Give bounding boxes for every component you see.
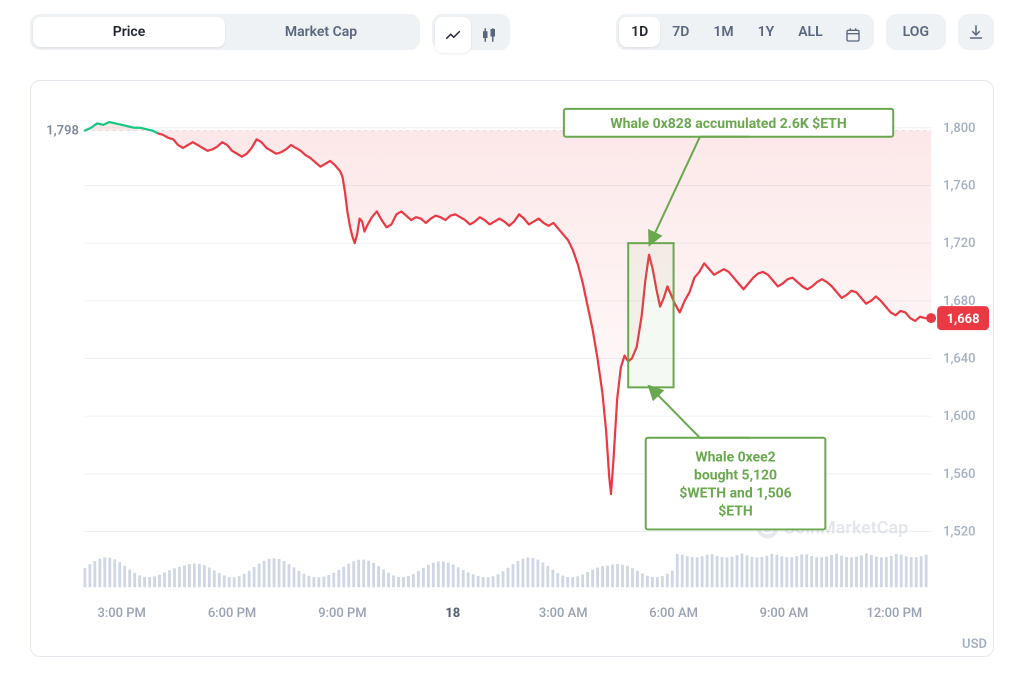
range-1D[interactable]: 1D: [619, 17, 660, 47]
chart-style-group: [432, 14, 510, 50]
candlestick-icon[interactable]: [471, 17, 507, 53]
svg-text:1,760: 1,760: [943, 178, 975, 193]
svg-text:9:00 PM: 9:00 PM: [318, 606, 366, 621]
range-7D[interactable]: 7D: [660, 17, 701, 47]
log-toggle[interactable]: LOG: [886, 14, 946, 50]
svg-text:$WETH and 1,506: $WETH and 1,506: [679, 485, 791, 502]
svg-text:Whale 0x828 accumulated 2.6K $: Whale 0x828 accumulated 2.6K $ETH: [610, 115, 846, 132]
svg-text:12:00 PM: 12:00 PM: [866, 606, 922, 621]
chart-toolbar: Price Market Cap 1D7D1M1YALL LOG: [30, 12, 994, 52]
svg-text:6:00 AM: 6:00 AM: [649, 606, 698, 621]
currency-label: USD: [962, 637, 987, 652]
svg-text:1,800: 1,800: [943, 121, 975, 136]
svg-text:6:00 PM: 6:00 PM: [208, 606, 256, 621]
svg-text:18: 18: [445, 606, 460, 621]
svg-text:1,600: 1,600: [943, 409, 975, 424]
svg-text:3:00 AM: 3:00 AM: [539, 606, 588, 621]
tab-price[interactable]: Price: [33, 17, 225, 47]
price-chart[interactable]: 1,5201,5601,6001,6401,6801,7201,7601,800…: [30, 80, 994, 657]
svg-text:1,720: 1,720: [943, 236, 975, 251]
range-1Y[interactable]: 1Y: [746, 17, 787, 47]
calendar-icon[interactable]: [835, 17, 871, 53]
tab-marketcap[interactable]: Market Cap: [225, 17, 417, 47]
svg-text:bought 5,120: bought 5,120: [694, 468, 777, 484]
range-1M[interactable]: 1M: [701, 17, 745, 47]
svg-text:3:00 PM: 3:00 PM: [98, 606, 146, 621]
svg-text:$ETH: $ETH: [718, 502, 753, 519]
line-chart-icon[interactable]: [435, 17, 471, 53]
svg-text:9:00 AM: 9:00 AM: [760, 606, 809, 621]
metric-toggle: Price Market Cap: [30, 14, 420, 50]
svg-text:1,668: 1,668: [947, 312, 980, 327]
svg-text:1,560: 1,560: [943, 467, 975, 482]
svg-text:Whale 0xee2: Whale 0xee2: [695, 450, 775, 466]
svg-text:1,520: 1,520: [943, 525, 975, 540]
range-ALL[interactable]: ALL: [786, 17, 834, 47]
svg-text:1,640: 1,640: [943, 351, 975, 366]
svg-text:1,798: 1,798: [46, 124, 79, 139]
download-icon[interactable]: [958, 14, 994, 50]
range-selector: 1D7D1M1YALL: [616, 14, 874, 50]
